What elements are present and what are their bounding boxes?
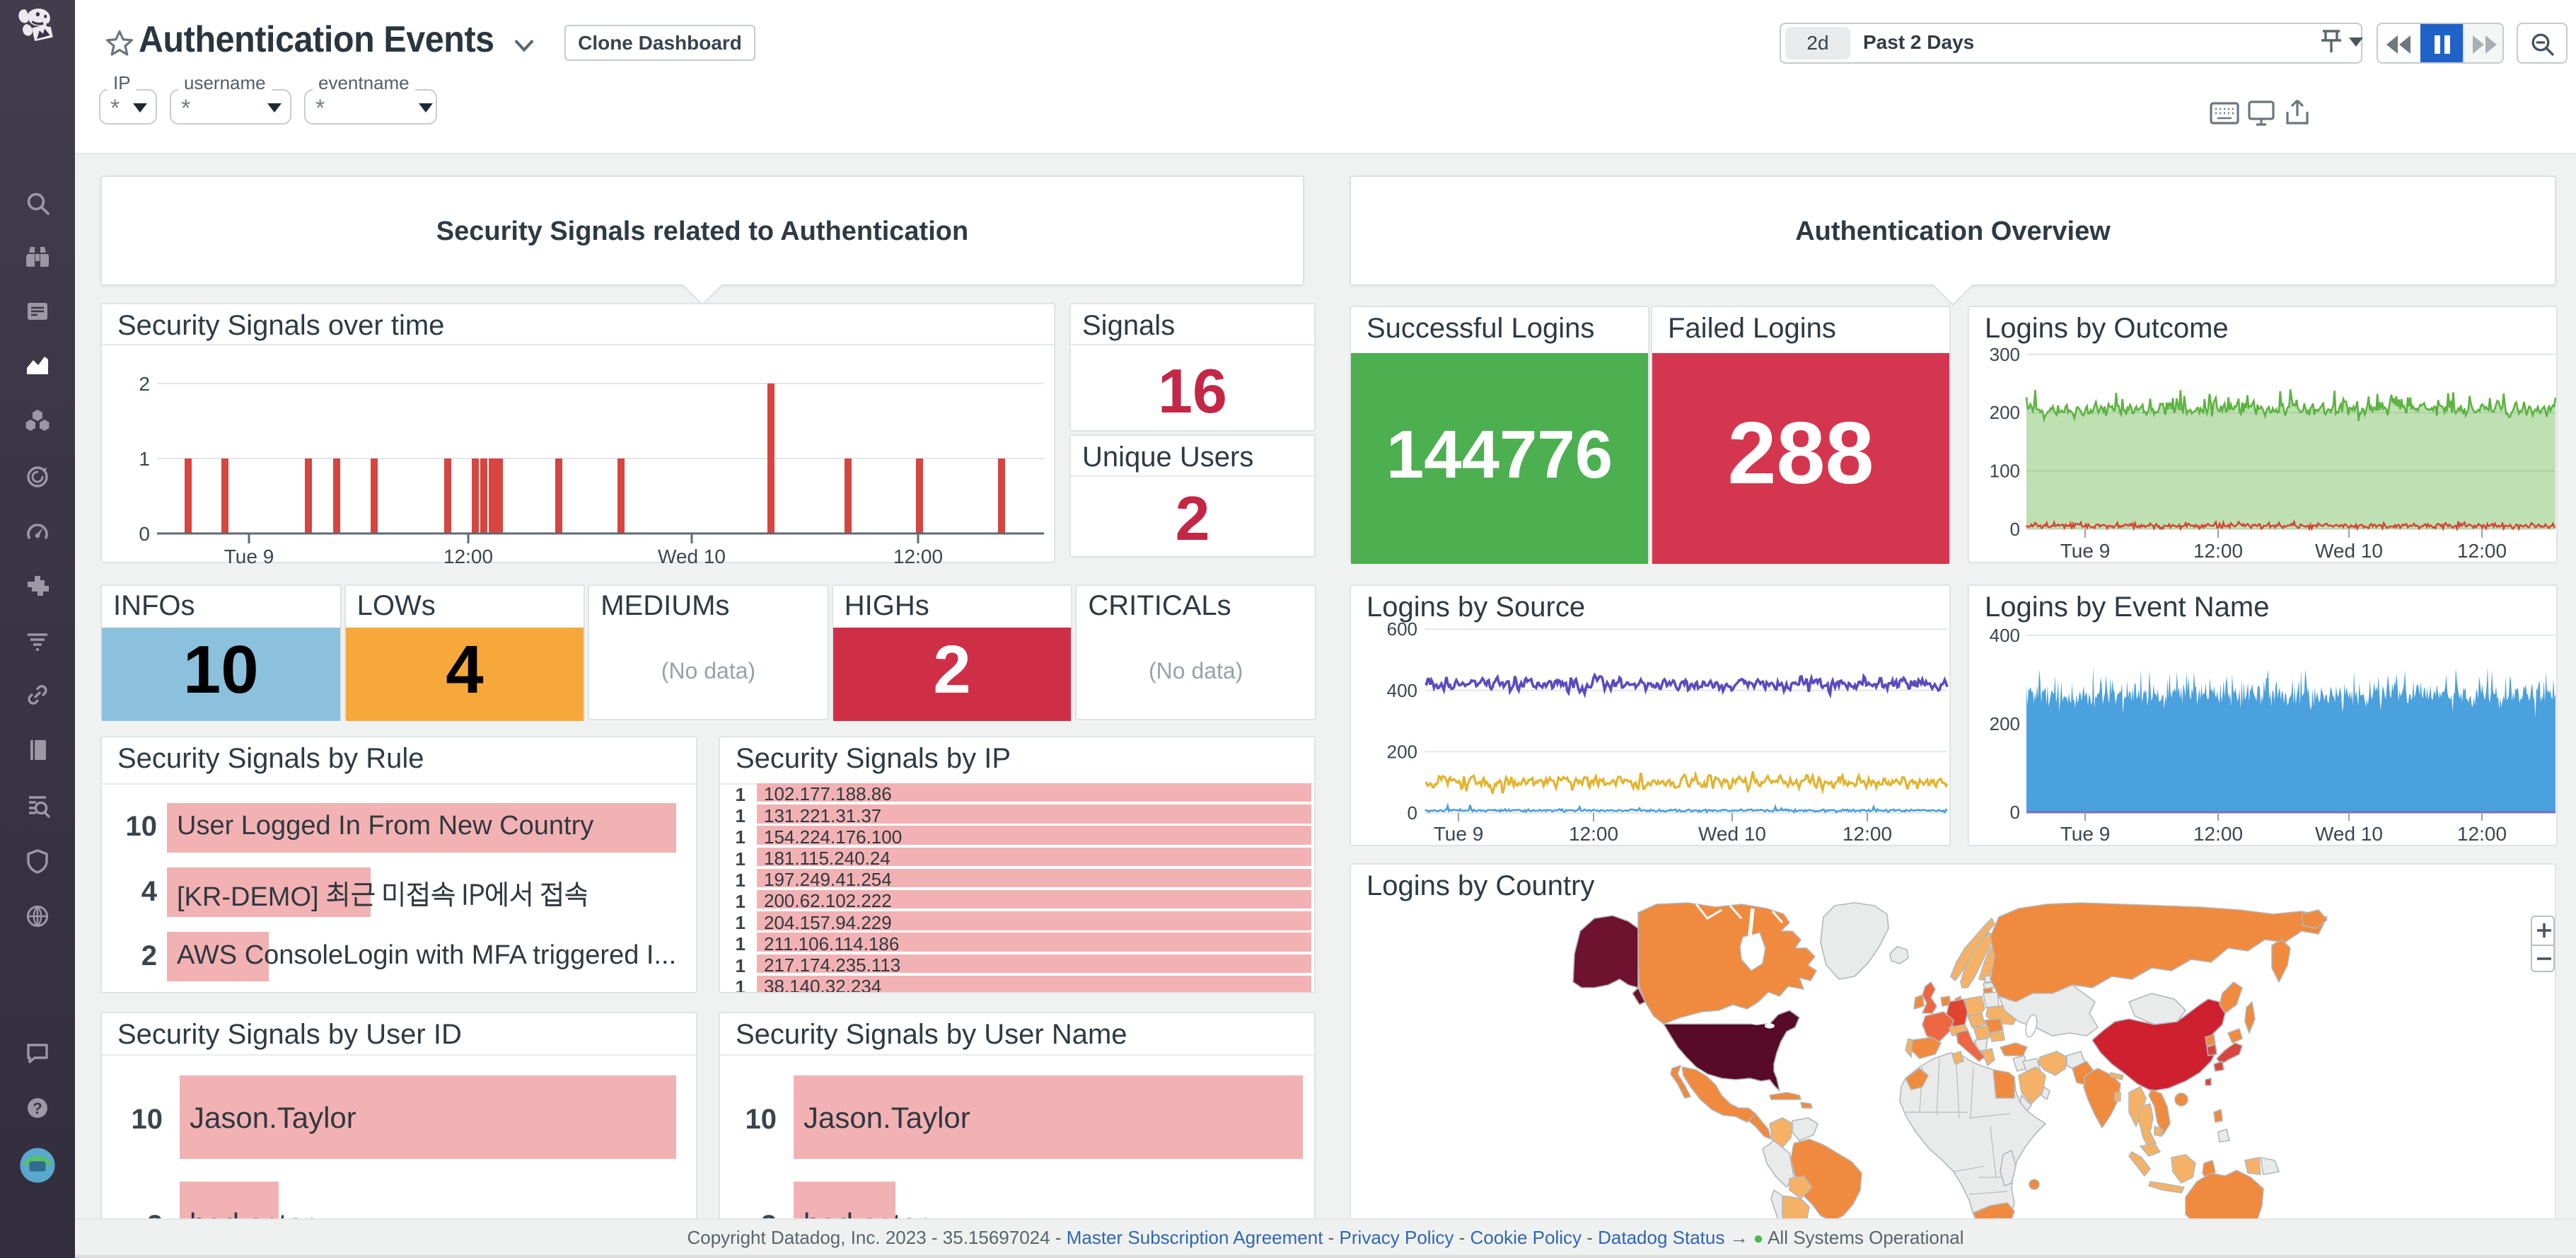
svg-text:300: 300 bbox=[1990, 344, 2020, 365]
svg-text:400: 400 bbox=[1387, 680, 1417, 701]
svg-text:12:00: 12:00 bbox=[1843, 823, 1892, 845]
svg-text:100: 100 bbox=[1990, 461, 2020, 482]
svg-text:Tue 9: Tue 9 bbox=[2060, 540, 2111, 562]
svg-text:0: 0 bbox=[2010, 519, 2020, 540]
svg-text:Tue 9: Tue 9 bbox=[1434, 823, 1484, 845]
svg-text:12:00: 12:00 bbox=[1569, 823, 1618, 845]
svg-text:0: 0 bbox=[2010, 802, 2020, 823]
svg-text:12:00: 12:00 bbox=[2457, 823, 2507, 845]
svg-text:12:00: 12:00 bbox=[2193, 540, 2243, 562]
svg-text:200: 200 bbox=[1387, 741, 1417, 762]
svg-text:0: 0 bbox=[139, 523, 150, 545]
svg-text:Tue 9: Tue 9 bbox=[224, 546, 274, 565]
svg-text:600: 600 bbox=[1387, 618, 1417, 640]
svg-text:1: 1 bbox=[139, 448, 150, 470]
svg-text:12:00: 12:00 bbox=[2193, 823, 2243, 845]
svg-text:Wed 10: Wed 10 bbox=[2315, 540, 2383, 562]
svg-text:12:00: 12:00 bbox=[893, 546, 943, 565]
svg-text:200: 200 bbox=[1990, 402, 2020, 423]
svg-text:0: 0 bbox=[1408, 802, 1417, 824]
svg-text:200: 200 bbox=[1990, 713, 2020, 734]
svg-text:400: 400 bbox=[1990, 625, 2020, 646]
svg-text:?: ? bbox=[33, 1100, 42, 1117]
svg-text:Wed 10: Wed 10 bbox=[2315, 823, 2383, 845]
svg-text:Wed 10: Wed 10 bbox=[658, 546, 726, 565]
svg-text:12:00: 12:00 bbox=[2457, 540, 2507, 562]
svg-text:Tue 9: Tue 9 bbox=[2060, 823, 2111, 845]
svg-text:12:00: 12:00 bbox=[443, 546, 493, 565]
svg-text:2: 2 bbox=[139, 373, 150, 395]
svg-text:Wed 10: Wed 10 bbox=[1698, 823, 1766, 845]
